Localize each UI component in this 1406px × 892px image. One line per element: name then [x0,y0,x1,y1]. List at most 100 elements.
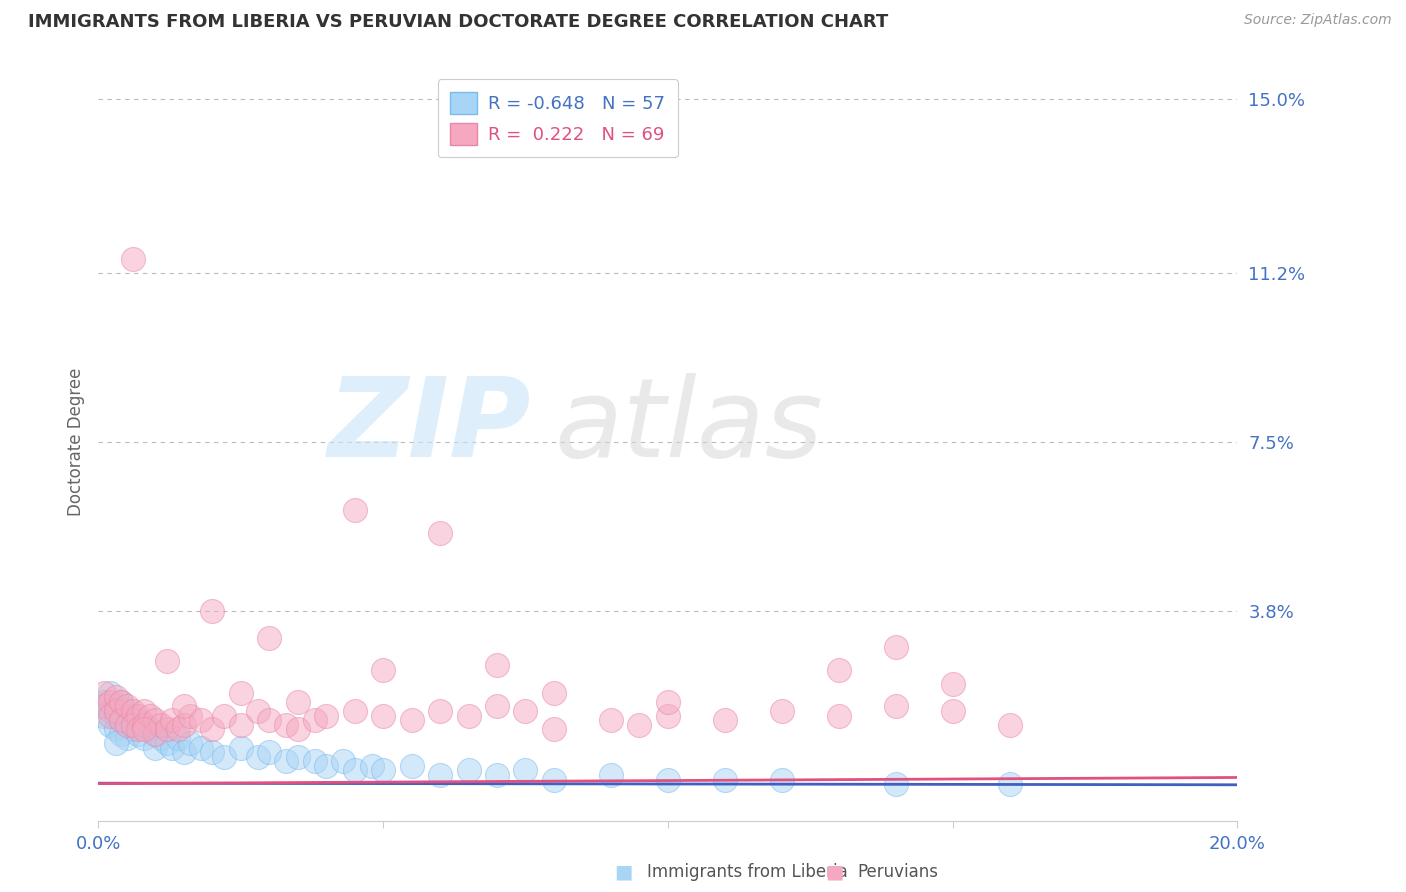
Text: IMMIGRANTS FROM LIBERIA VS PERUVIAN DOCTORATE DEGREE CORRELATION CHART: IMMIGRANTS FROM LIBERIA VS PERUVIAN DOCT… [28,13,889,31]
Point [201,745,224,759]
Point [998,717,1021,731]
Point [167,723,190,737]
Point [190,740,212,755]
Point [229,717,252,731]
Point [212,708,235,723]
Point [828,663,851,677]
Point [373,764,395,778]
Point [127,713,149,727]
Point [600,768,623,782]
Point [457,764,479,778]
Point [343,704,366,718]
Point [276,754,298,768]
Point [93,695,115,709]
Point [127,727,149,741]
Point [429,704,451,718]
Point [98,686,121,700]
Point [229,686,252,700]
Point [315,708,337,723]
Point [259,713,281,727]
Point [486,699,509,714]
Point [138,708,160,723]
Point [343,764,366,778]
Point [132,717,155,731]
Point [138,723,160,737]
Point [259,745,281,759]
Point [332,754,354,768]
Point [98,717,121,731]
Point [156,736,179,750]
Point [110,713,132,727]
Text: ■: ■ [825,863,844,882]
Point [127,708,149,723]
Point [115,699,138,714]
Text: Source: ZipAtlas.com: Source: ZipAtlas.com [1244,13,1392,28]
Point [121,708,143,723]
Text: Peruvians: Peruvians [858,863,939,881]
Point [884,640,907,654]
Point [115,731,138,746]
Point [145,727,167,741]
Point [373,663,395,677]
Point [657,772,679,787]
Point [179,736,201,750]
Point [401,713,423,727]
Point [115,704,138,718]
Point [115,717,138,731]
Point [98,708,121,723]
Point [98,704,121,718]
Point [156,723,179,737]
Point [173,717,195,731]
Point [429,768,451,782]
Point [287,723,309,737]
Point [104,704,127,718]
Point [179,708,201,723]
Point [201,723,224,737]
Point [287,695,309,709]
Point [190,713,212,727]
Y-axis label: Doctorate Degree: Doctorate Degree [66,368,84,516]
Point [543,772,565,787]
Point [486,658,509,673]
Point [150,717,173,731]
Point [110,695,132,709]
Point [600,713,623,727]
Point [770,772,793,787]
Point [127,723,149,737]
Point [110,695,132,709]
Point [115,717,138,731]
Point [942,704,965,718]
Point [121,717,143,731]
Point [457,708,479,723]
Point [429,525,451,540]
Point [167,731,190,746]
Point [156,654,179,668]
Point [132,723,155,737]
Point [714,772,737,787]
Point [714,713,737,727]
Point [657,708,679,723]
Point [543,723,565,737]
Point [110,727,132,741]
Point [110,713,132,727]
Text: ■: ■ [614,863,633,882]
Point [173,745,195,759]
Point [828,708,851,723]
Point [121,704,143,718]
Point [401,759,423,773]
Point [304,713,326,727]
Point [93,686,115,700]
Point [132,717,155,731]
Text: ZIP: ZIP [328,373,531,480]
Point [104,723,127,737]
Point [121,252,143,266]
Point [229,740,252,755]
Point [770,704,793,718]
Point [121,723,143,737]
Point [543,686,565,700]
Point [98,695,121,709]
Point [145,713,167,727]
Point [287,749,309,764]
Point [515,764,537,778]
Point [104,690,127,705]
